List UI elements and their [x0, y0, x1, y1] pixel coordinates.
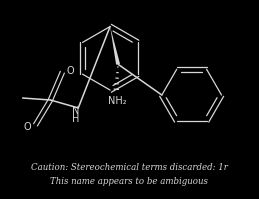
- Text: NH₂: NH₂: [108, 96, 126, 106]
- Polygon shape: [110, 26, 120, 65]
- Text: This name appears to be ambiguous: This name appears to be ambiguous: [50, 177, 208, 186]
- Text: H: H: [71, 114, 79, 124]
- Text: Caution: Stereochemical terms discarded: 1r: Caution: Stereochemical terms discarded:…: [31, 163, 227, 172]
- Text: N: N: [71, 106, 79, 116]
- Text: O: O: [67, 66, 74, 76]
- Text: O: O: [24, 122, 31, 132]
